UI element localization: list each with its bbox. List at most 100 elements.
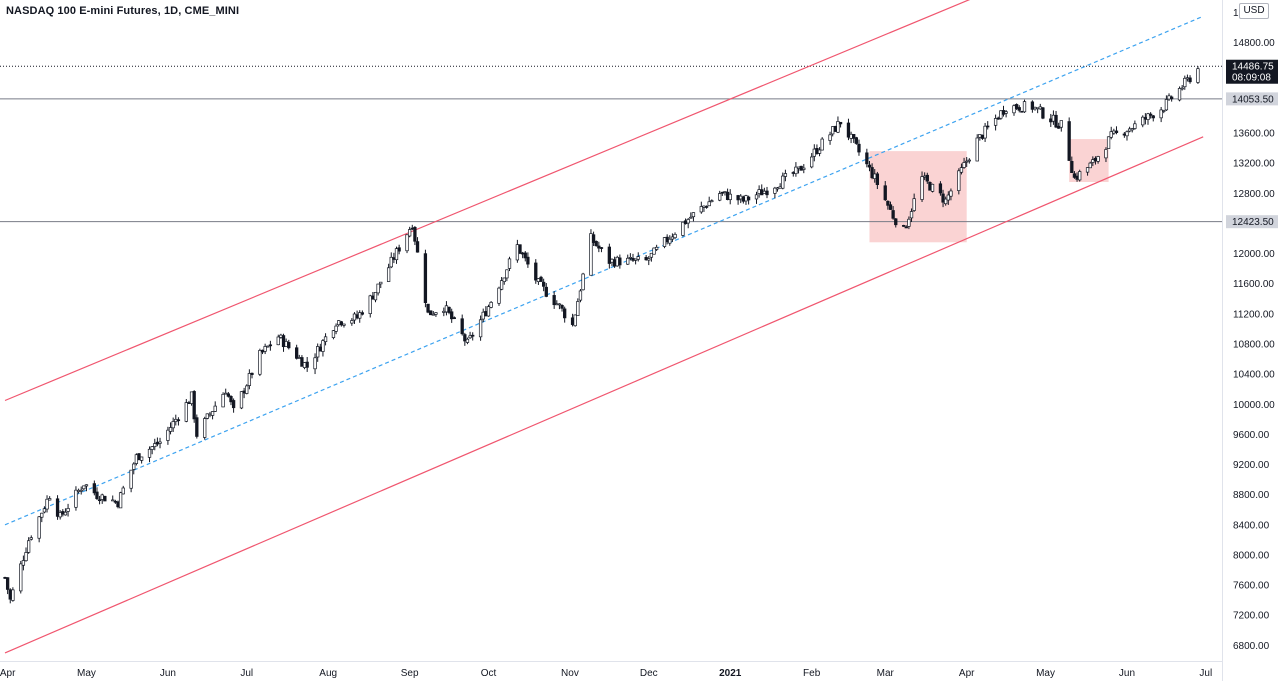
- candle: [323, 333, 328, 346]
- time-tick-label: Sep: [401, 668, 419, 679]
- chart-title: NASDAQ 100 E-mini Futures, 1D, CME_MINI: [6, 5, 240, 17]
- candle: [691, 212, 696, 222]
- candle: [765, 186, 769, 199]
- price-tick-label: 7600.00: [1233, 581, 1270, 592]
- candle: [723, 191, 727, 196]
- candle: [1148, 112, 1153, 119]
- candle: [447, 306, 451, 315]
- price-tick-label: 10400.00: [1233, 370, 1275, 381]
- candle: [40, 512, 44, 523]
- candle: [781, 172, 785, 190]
- candle: [429, 310, 433, 316]
- candle: [912, 193, 916, 212]
- candle: [828, 131, 832, 145]
- time-tick-label: Apr: [0, 668, 16, 679]
- candle: [865, 148, 869, 168]
- candle: [279, 333, 283, 339]
- candle: [45, 495, 49, 513]
- channel-mid-line[interactable]: [4, 15, 1204, 526]
- candle: [812, 144, 816, 162]
- candle: [710, 199, 714, 203]
- candle: [1130, 127, 1134, 133]
- currency-button[interactable]: USD: [1239, 3, 1269, 19]
- price-tick-label: 9600.00: [1233, 430, 1270, 441]
- candle: [245, 384, 249, 395]
- candle: [410, 224, 414, 230]
- candle: [980, 134, 985, 140]
- candle: [284, 338, 288, 347]
- candle: [1057, 122, 1061, 129]
- candle: [302, 362, 307, 370]
- candle: [231, 398, 236, 413]
- price-tick-label: 7200.00: [1233, 611, 1270, 622]
- price-tick-label: 11600.00: [1233, 279, 1274, 290]
- candle: [999, 110, 1003, 120]
- candle: [389, 252, 393, 269]
- candle: [552, 291, 556, 309]
- candle: [242, 387, 246, 399]
- candle: [1020, 110, 1024, 113]
- candle: [1162, 109, 1166, 114]
- candle: [725, 188, 730, 201]
- candle: [82, 485, 86, 491]
- candle: [728, 189, 732, 205]
- candle: [867, 160, 872, 172]
- candle: [849, 131, 853, 144]
- candle: [907, 216, 911, 230]
- candle: [652, 247, 656, 255]
- candle: [515, 239, 520, 263]
- candle: [597, 241, 601, 253]
- candle: [783, 169, 788, 182]
- candle: [268, 340, 273, 351]
- candle: [484, 306, 488, 317]
- candle: [392, 252, 396, 264]
- channel-upper-line[interactable]: [4, 0, 1074, 402]
- candle: [883, 181, 887, 202]
- candle: [631, 253, 635, 262]
- candle: [720, 191, 724, 196]
- candle: [689, 212, 693, 219]
- current-price-tag: [1226, 59, 1278, 84]
- candle: [1185, 74, 1190, 82]
- level-price-tag-2: [1226, 215, 1278, 229]
- candle: [817, 147, 822, 157]
- candle: [1122, 132, 1127, 138]
- candle: [37, 515, 41, 543]
- candle: [1085, 167, 1090, 176]
- candle: [360, 310, 365, 316]
- candle: [578, 289, 583, 303]
- candle: [507, 256, 512, 272]
- candle: [226, 391, 230, 398]
- candle: [1146, 112, 1150, 125]
- candle: [1035, 107, 1040, 114]
- candle: [355, 310, 359, 320]
- candle: [352, 312, 357, 324]
- candle: [846, 118, 851, 141]
- channel-lower-line[interactable]: [4, 136, 1204, 654]
- price-tick-label: 9200.00: [1233, 460, 1270, 471]
- candle: [633, 258, 638, 265]
- candle: [331, 329, 336, 340]
- candle: [965, 157, 969, 167]
- candle: [542, 278, 546, 292]
- candle: [150, 446, 154, 455]
- candle: [450, 308, 454, 323]
- candle: [260, 349, 265, 355]
- candle: [762, 187, 767, 194]
- price-tick-label: 11200.00: [1233, 309, 1274, 320]
- candle: [836, 116, 840, 134]
- candle: [838, 121, 843, 128]
- price-tick-label: 8000.00: [1233, 550, 1270, 561]
- candle: [63, 508, 68, 516]
- candle: [210, 411, 215, 420]
- candle: [1164, 95, 1169, 111]
- candle: [8, 588, 12, 604]
- candle: [754, 191, 759, 204]
- candle: [563, 306, 567, 323]
- candle: [739, 194, 743, 204]
- candle: [408, 226, 412, 238]
- candle: [434, 312, 438, 317]
- candle: [426, 303, 430, 314]
